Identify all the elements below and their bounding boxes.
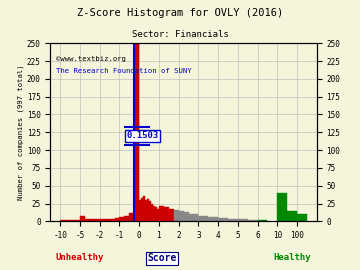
Bar bbox=[134, 43, 139, 221]
Bar bbox=[159, 206, 164, 221]
Bar bbox=[218, 218, 228, 221]
Bar bbox=[179, 211, 184, 221]
Bar bbox=[193, 214, 198, 221]
Bar bbox=[258, 220, 267, 221]
Bar bbox=[147, 199, 149, 221]
Bar bbox=[164, 207, 169, 221]
Bar bbox=[120, 217, 125, 221]
Bar bbox=[60, 220, 70, 221]
Bar bbox=[287, 211, 297, 221]
Text: Unhealthy: Unhealthy bbox=[56, 254, 104, 262]
Text: ©www.textbiz.org: ©www.textbiz.org bbox=[56, 56, 126, 62]
Bar bbox=[129, 213, 134, 221]
Bar bbox=[198, 216, 208, 221]
Bar bbox=[100, 219, 109, 221]
Bar bbox=[90, 219, 100, 221]
Bar bbox=[109, 218, 114, 221]
Bar bbox=[184, 212, 189, 221]
Bar bbox=[248, 220, 258, 221]
Y-axis label: Number of companies (997 total): Number of companies (997 total) bbox=[18, 65, 24, 200]
Bar bbox=[114, 218, 120, 221]
Bar bbox=[125, 216, 129, 221]
Text: Healthy: Healthy bbox=[274, 254, 311, 262]
Bar bbox=[143, 197, 145, 221]
Bar bbox=[153, 206, 155, 221]
Text: 0.1503: 0.1503 bbox=[126, 131, 159, 140]
Bar bbox=[80, 217, 85, 221]
Text: Z-Score Histogram for OVLY (2016): Z-Score Histogram for OVLY (2016) bbox=[77, 8, 283, 18]
Bar bbox=[70, 220, 80, 221]
Bar bbox=[174, 210, 179, 221]
Text: The Research Foundation of SUNY: The Research Foundation of SUNY bbox=[56, 68, 192, 74]
Text: Score: Score bbox=[148, 254, 177, 264]
Bar bbox=[151, 204, 153, 221]
Bar bbox=[228, 218, 238, 221]
Bar bbox=[155, 207, 157, 221]
Bar bbox=[139, 200, 141, 221]
Bar bbox=[145, 200, 147, 221]
Bar bbox=[157, 208, 159, 221]
Bar bbox=[277, 193, 287, 221]
Bar bbox=[297, 214, 307, 221]
Bar bbox=[208, 217, 218, 221]
Bar bbox=[149, 201, 151, 221]
Bar bbox=[238, 219, 248, 221]
Bar bbox=[85, 218, 90, 221]
Bar bbox=[141, 198, 143, 221]
Text: Sector: Financials: Sector: Financials bbox=[132, 30, 228, 39]
Bar bbox=[189, 214, 193, 221]
Bar bbox=[169, 208, 174, 221]
